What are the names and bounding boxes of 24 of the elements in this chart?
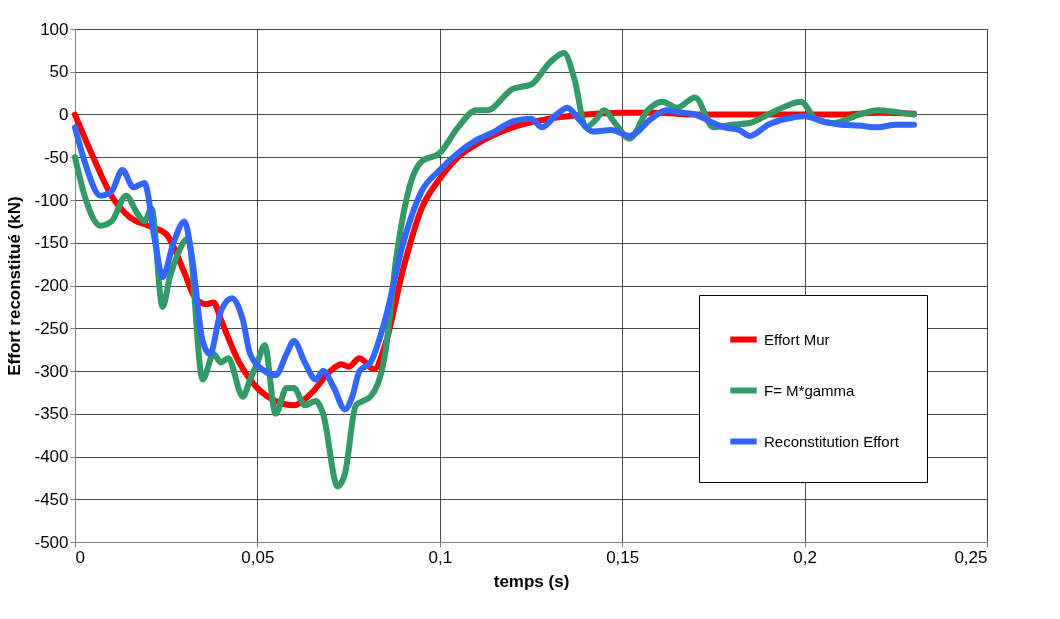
legend-label: F= M*gamma (764, 381, 856, 399)
y-tick-label: -300 (34, 361, 69, 381)
x-axis-title: temps (s) (493, 571, 570, 591)
y-tick-label: -200 (34, 276, 69, 295)
x-tick-label: 0,05 (241, 547, 275, 567)
y-tick-label: -350 (34, 404, 69, 424)
y-tick-label: -250 (34, 318, 69, 338)
x-tick-label: 0,15 (606, 547, 640, 567)
y-tick-label: -400 (34, 447, 69, 466)
y-tick-label: -450 (34, 489, 69, 509)
y-axis-title: Effort reconstitué (kN) (5, 196, 25, 376)
x-tick-label: 0,2 (793, 547, 817, 567)
y-tick-label: -150 (34, 233, 69, 253)
x-tick-label: 0 (75, 547, 85, 567)
x-tick-label: 0,1 (428, 547, 453, 567)
y-tick-label: 100 (40, 19, 69, 39)
y-tick-label: 50 (49, 62, 69, 82)
y-tick-label: 0 (59, 105, 69, 124)
y-tick-label: -50 (43, 147, 69, 167)
legend-label: Reconstitution Effort (764, 432, 900, 450)
x-tick-label: 0,25 (954, 547, 988, 567)
y-tick-label: -500 (34, 532, 69, 552)
y-tick-label: -100 (34, 190, 69, 210)
legend-label: Effort Mur (764, 330, 830, 348)
